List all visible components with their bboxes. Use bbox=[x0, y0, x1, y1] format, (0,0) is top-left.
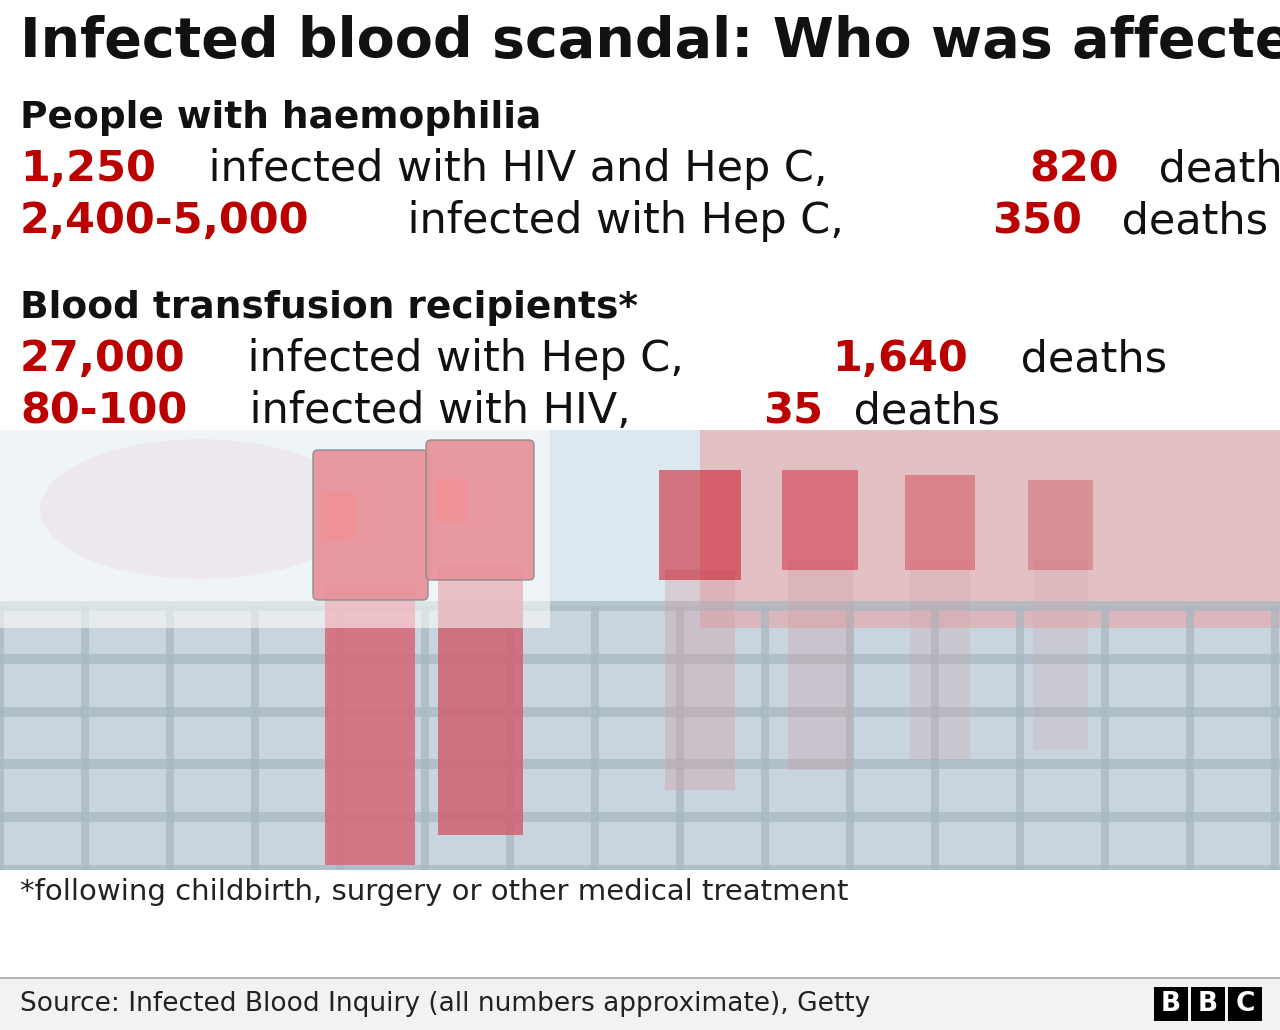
Bar bbox=[166, 606, 174, 870]
Bar bbox=[1187, 606, 1194, 870]
Bar bbox=[0, 0, 1280, 430]
Text: 35: 35 bbox=[763, 390, 823, 432]
Text: deaths: deaths bbox=[840, 390, 1000, 432]
Bar bbox=[0, 759, 1280, 769]
Text: People with haemophilia: People with haemophilia bbox=[20, 100, 541, 136]
Text: C: C bbox=[1235, 991, 1254, 1017]
Bar bbox=[700, 430, 1280, 628]
Bar bbox=[0, 865, 1280, 875]
Text: infected with Hep C,: infected with Hep C, bbox=[234, 338, 698, 380]
Bar bbox=[666, 570, 735, 790]
Text: Infected blood scandal: Who was affected?: Infected blood scandal: Who was affected… bbox=[20, 15, 1280, 69]
Bar bbox=[910, 560, 970, 760]
Bar bbox=[846, 606, 854, 870]
FancyBboxPatch shape bbox=[426, 440, 534, 580]
Bar bbox=[782, 470, 858, 570]
Bar bbox=[506, 606, 515, 870]
Bar bbox=[0, 978, 1280, 1030]
Bar bbox=[323, 493, 357, 539]
FancyBboxPatch shape bbox=[314, 450, 428, 600]
Bar bbox=[1271, 606, 1279, 870]
Bar bbox=[1016, 606, 1024, 870]
Bar bbox=[421, 606, 429, 870]
Bar bbox=[438, 565, 524, 835]
Bar bbox=[659, 470, 741, 580]
Text: 820: 820 bbox=[1029, 148, 1119, 190]
Bar bbox=[0, 707, 1280, 717]
Bar bbox=[81, 606, 90, 870]
Text: *following childbirth, surgery or other medical treatment: *following childbirth, surgery or other … bbox=[20, 878, 849, 906]
Text: deaths: deaths bbox=[1144, 148, 1280, 190]
Text: Blood transfusion recipients*: Blood transfusion recipients* bbox=[20, 290, 637, 327]
Bar bbox=[676, 606, 684, 870]
Bar bbox=[0, 870, 1280, 1030]
Text: infected with HIV and Hep C,: infected with HIV and Hep C, bbox=[196, 148, 841, 190]
Bar bbox=[0, 430, 550, 628]
Bar bbox=[1028, 480, 1093, 570]
Ellipse shape bbox=[40, 439, 360, 579]
Text: deaths: deaths bbox=[1007, 338, 1167, 380]
Bar bbox=[0, 813, 1280, 822]
Text: B: B bbox=[1198, 991, 1219, 1017]
Text: infected with Hep C,: infected with Hep C, bbox=[393, 200, 858, 242]
Bar bbox=[1190, 987, 1225, 1021]
Bar bbox=[1155, 987, 1188, 1021]
Bar bbox=[905, 475, 975, 570]
Text: Source: Infected Blood Inquiry (all numbers approximate), Getty: Source: Infected Blood Inquiry (all numb… bbox=[20, 991, 870, 1017]
Bar bbox=[1101, 606, 1108, 870]
Bar bbox=[931, 606, 940, 870]
Bar bbox=[335, 606, 344, 870]
Bar bbox=[1228, 987, 1262, 1021]
Bar bbox=[325, 585, 415, 865]
Bar bbox=[0, 430, 1280, 606]
Bar bbox=[591, 606, 599, 870]
Text: 1,640: 1,640 bbox=[832, 338, 968, 380]
Text: 1,250: 1,250 bbox=[20, 148, 156, 190]
Text: infected with HIV,: infected with HIV, bbox=[236, 390, 644, 432]
Text: B: B bbox=[1161, 991, 1181, 1017]
Bar bbox=[251, 606, 259, 870]
Bar bbox=[0, 654, 1280, 663]
Bar bbox=[0, 430, 1280, 870]
Bar bbox=[435, 479, 467, 522]
Text: deaths: deaths bbox=[1107, 200, 1267, 242]
Bar bbox=[0, 606, 4, 870]
Text: 27,000: 27,000 bbox=[20, 338, 186, 380]
Text: 350: 350 bbox=[992, 200, 1082, 242]
Text: 2,400-5,000: 2,400-5,000 bbox=[20, 200, 310, 242]
Text: 80-100: 80-100 bbox=[20, 390, 187, 432]
Bar bbox=[1033, 560, 1088, 750]
Bar bbox=[788, 560, 852, 770]
Bar bbox=[762, 606, 769, 870]
Bar bbox=[0, 600, 1280, 611]
